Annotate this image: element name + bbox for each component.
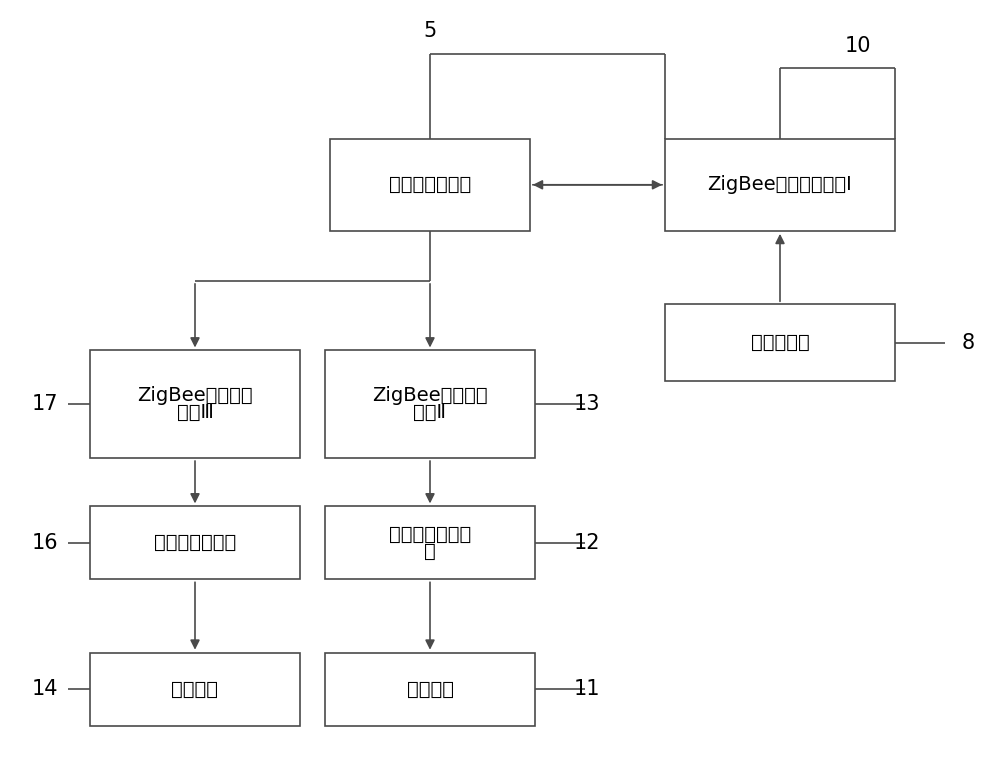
Text: 进水开关控制器: 进水开关控制器 (154, 534, 236, 552)
Bar (90, 350, 300, 458)
Text: 模块Ⅲ: 模块Ⅲ (177, 403, 213, 422)
Bar (325, 507, 535, 579)
Text: 器: 器 (424, 542, 436, 561)
Text: 17: 17 (32, 394, 58, 414)
Text: 16: 16 (31, 533, 58, 553)
Text: ZigBee无线传输: ZigBee无线传输 (137, 387, 253, 405)
Text: 压缩弹簧: 压缩弹簧 (406, 680, 454, 698)
Bar (665, 139, 895, 231)
Bar (325, 652, 535, 725)
Text: 11: 11 (574, 679, 600, 699)
Bar (90, 652, 300, 725)
Text: ZigBee无线传输模块Ⅰ: ZigBee无线传输模块Ⅰ (708, 176, 852, 194)
Text: 10: 10 (845, 36, 871, 56)
Text: 12: 12 (574, 533, 600, 553)
Text: 5: 5 (423, 21, 437, 41)
Text: 传输给压力控制: 传输给压力控制 (389, 525, 471, 544)
Text: 14: 14 (32, 679, 58, 699)
Bar (330, 139, 530, 231)
Bar (665, 304, 895, 381)
Text: ZigBee无线传输: ZigBee无线传输 (372, 387, 488, 405)
Text: 进水开关: 进水开关 (172, 680, 218, 698)
Text: 液位传感器: 液位传感器 (751, 333, 809, 352)
Text: 控制中心处理器: 控制中心处理器 (389, 176, 471, 194)
Text: 8: 8 (962, 333, 975, 353)
Text: 模块Ⅱ: 模块Ⅱ (414, 403, 446, 422)
Bar (325, 350, 535, 458)
Text: 13: 13 (574, 394, 600, 414)
Bar (90, 507, 300, 579)
